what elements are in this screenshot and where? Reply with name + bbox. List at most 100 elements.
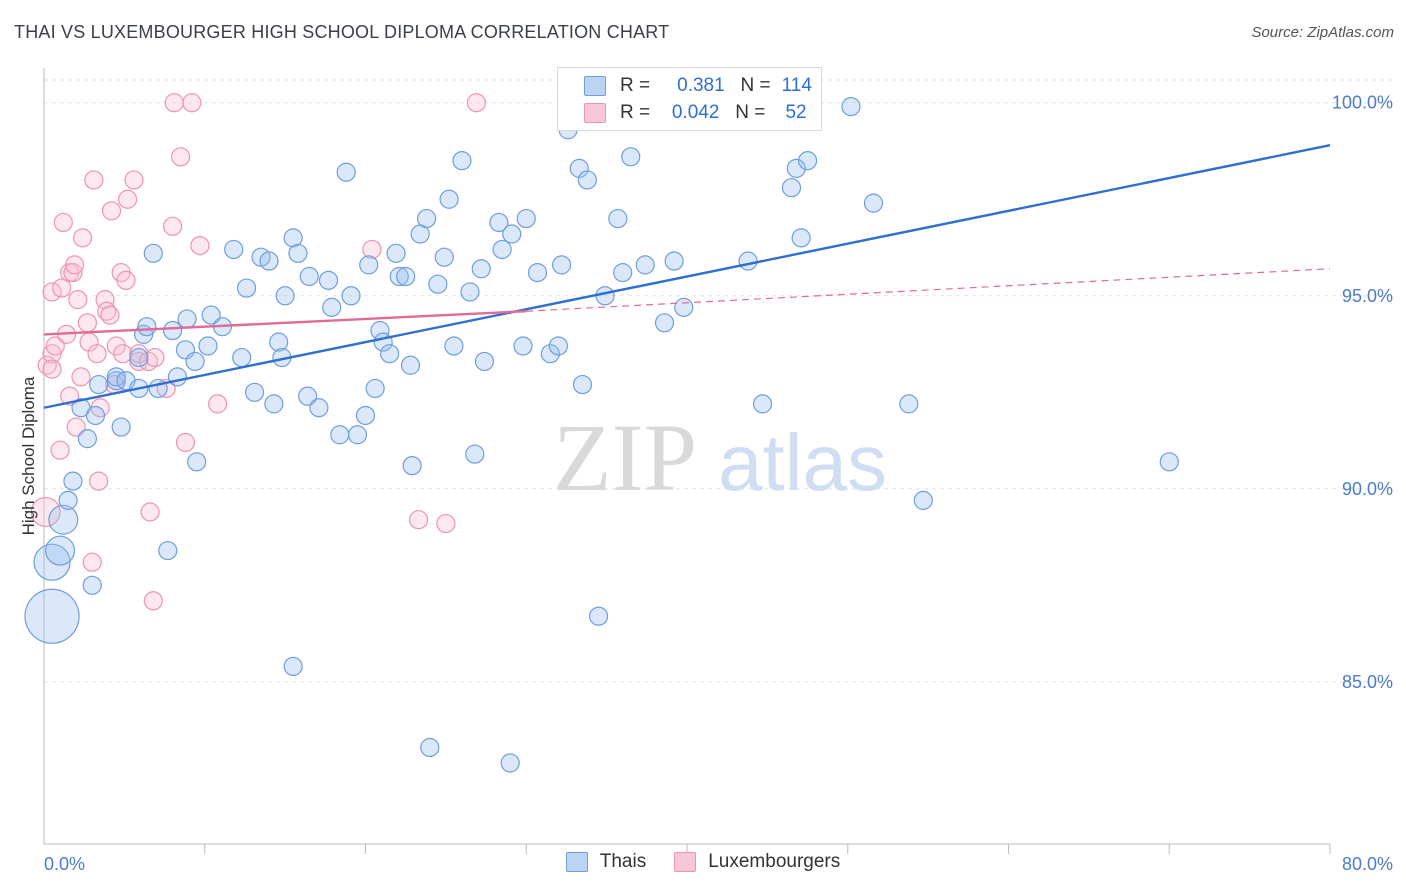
thais-point [355, 405, 376, 426]
luxembourgers-point [30, 496, 61, 527]
thais-point [158, 540, 178, 561]
thais-point [224, 239, 244, 260]
thais-point [24, 588, 80, 644]
luxembourgers-point [143, 591, 163, 611]
thais-point [365, 378, 385, 399]
luxembourgers-point [84, 170, 104, 190]
y-tick-label: 90.0% [1342, 479, 1393, 499]
legend-label-thais: Thais [599, 851, 647, 872]
thais-point [58, 490, 78, 510]
r-label: R = [620, 102, 651, 123]
luxembourgers-point [87, 344, 107, 364]
thais-point [786, 158, 806, 178]
thais-point [259, 251, 279, 271]
luxembourgers-point [466, 93, 487, 113]
thais-r-value: 0.381 [677, 75, 725, 96]
chart-source: Source: ZipAtlas.com [1251, 24, 1394, 41]
thais-point [548, 336, 569, 356]
thais-point [298, 386, 318, 406]
thais-point [738, 251, 758, 271]
y-tick-labels: 85.0% 90.0% 95.0% 100.0% [1332, 93, 1393, 692]
thais-point [797, 151, 818, 171]
luxembourgers-point [113, 344, 133, 364]
thais-point [347, 425, 368, 445]
thais-point [863, 193, 884, 213]
luxembourgers-point [64, 255, 85, 275]
thais-point [752, 394, 773, 414]
thais-point [465, 444, 485, 464]
thais-point [299, 266, 319, 287]
luxembourgers-point [140, 502, 160, 522]
thais-point [402, 456, 422, 476]
stats-legend: R = 0.381 N = 114 R = 0.042 N = 52 [557, 67, 822, 131]
luxembourgers-point [77, 313, 98, 333]
legend-swatch-thais [565, 852, 588, 872]
thais-point [552, 255, 572, 275]
luxembourgers-point [101, 201, 122, 221]
thais-point [664, 251, 684, 271]
thais-point [111, 417, 131, 437]
luxembourgers-point [42, 344, 62, 364]
luxembourgers-point [163, 216, 183, 236]
thais-point [330, 425, 350, 445]
thais-point [309, 398, 329, 418]
thais-point [163, 320, 183, 341]
luxembourgers-trend-extension [526, 268, 1331, 312]
luxembourgers-point [436, 513, 456, 534]
thais-point [452, 151, 472, 171]
grid-lines [44, 79, 1396, 683]
thais-point [318, 270, 339, 290]
r-label: R = [620, 75, 651, 96]
x-tick-label-max: 80.0% [1342, 854, 1393, 874]
thais-point [85, 405, 106, 426]
luxembourgers-point [190, 235, 210, 256]
luxembourgers-point [182, 93, 202, 113]
thais-point [654, 313, 675, 333]
thais-point [572, 374, 593, 395]
thais-point [45, 535, 76, 566]
n-label: N = [735, 102, 766, 123]
stats-row-thais: R = 0.381 N = 114 [584, 74, 812, 98]
thais-point [167, 367, 188, 387]
thais-point [781, 178, 802, 198]
thais-point [187, 452, 207, 472]
thais-point [791, 228, 811, 248]
thais-point [137, 317, 157, 337]
thais-point [143, 243, 163, 263]
luxembourgers-point [42, 282, 62, 302]
thais-point [386, 243, 406, 263]
x-tick-labels: 0.0% 80.0% [44, 854, 1393, 874]
y-tick-label: 85.0% [1342, 672, 1393, 692]
thais-point [588, 606, 609, 626]
thais-point [359, 255, 379, 275]
trend-lines [43, 144, 1331, 409]
thais-point [48, 504, 79, 535]
thais-point [502, 224, 522, 244]
n-label: N = [740, 75, 771, 96]
thais-point [428, 274, 448, 294]
luxembourgers-point [362, 239, 382, 260]
luxembourgers-point [100, 305, 120, 325]
legend-item-thais[interactable]: Thais [565, 851, 647, 873]
luxembourgers-point [164, 93, 184, 113]
thais-point [288, 243, 308, 263]
thais-point [471, 259, 491, 279]
luxembourgers-point [53, 212, 73, 233]
thais-point [489, 212, 509, 233]
y-axis-label: High School Diploma [19, 376, 38, 535]
stats-row-luxembourgers: R = 0.042 N = 52 [584, 101, 807, 125]
thais-point [400, 355, 421, 375]
thais-point [396, 266, 416, 287]
chart-title: THAI VS LUXEMBOURGER HIGH SCHOOL DIPLOMA… [14, 22, 670, 42]
legend-item-luxembourgers[interactable]: Luxembourgers [674, 851, 840, 873]
thais-point [420, 737, 440, 758]
thais-point [198, 336, 218, 356]
thais-point [336, 162, 356, 182]
luxembourgers-trend-line [43, 310, 527, 336]
luxembourgers-point [42, 359, 62, 379]
thais-point [540, 344, 560, 364]
luxembourgers-point [72, 228, 93, 248]
thais-swatch [584, 76, 606, 96]
legend-label-luxembourgers: Luxembourgers [708, 851, 841, 872]
